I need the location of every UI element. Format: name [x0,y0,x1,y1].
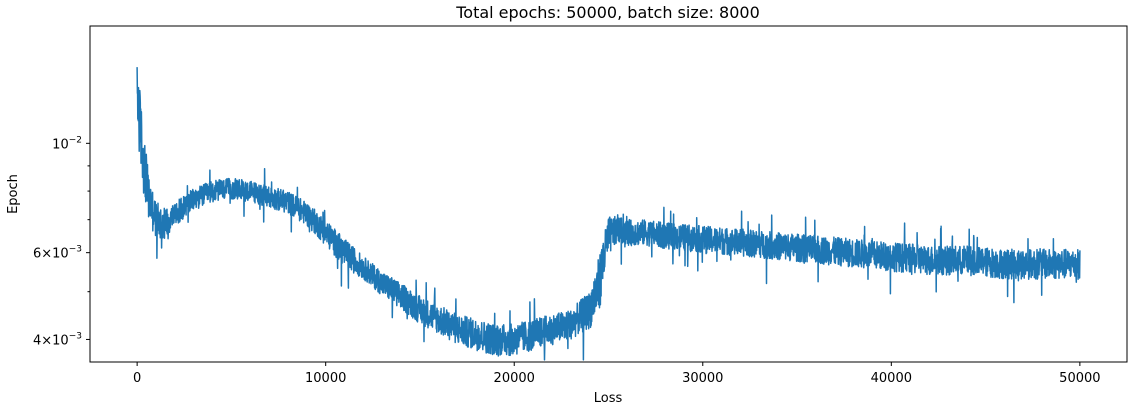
y-tick-label: 4×10−3 [33,331,82,348]
x-axis-label: Loss [594,391,623,406]
x-tick-label: 20000 [494,371,535,386]
x-tick-label: 40000 [871,371,912,386]
plot-frame [89,25,1128,363]
loss-series-line [136,67,1081,361]
x-tick-label: 0 [133,371,141,386]
x-tick-label: 30000 [682,371,723,386]
x-axis: 0 10000 20000 30000 40000 50000 [133,362,1101,386]
y-axis: 10−2 6×10−3 4×10−3 [33,135,90,348]
x-tick-label: 10000 [305,371,346,386]
y-tick-label: 10−2 [52,135,82,152]
y-tick-label: 6×10−3 [33,245,82,262]
y-axis-label: Epoch [6,174,21,214]
x-tick-label: 50000 [1059,371,1100,386]
series-layer [136,67,1081,361]
chart-title: Total epochs: 50000, batch size: 8000 [455,3,760,22]
